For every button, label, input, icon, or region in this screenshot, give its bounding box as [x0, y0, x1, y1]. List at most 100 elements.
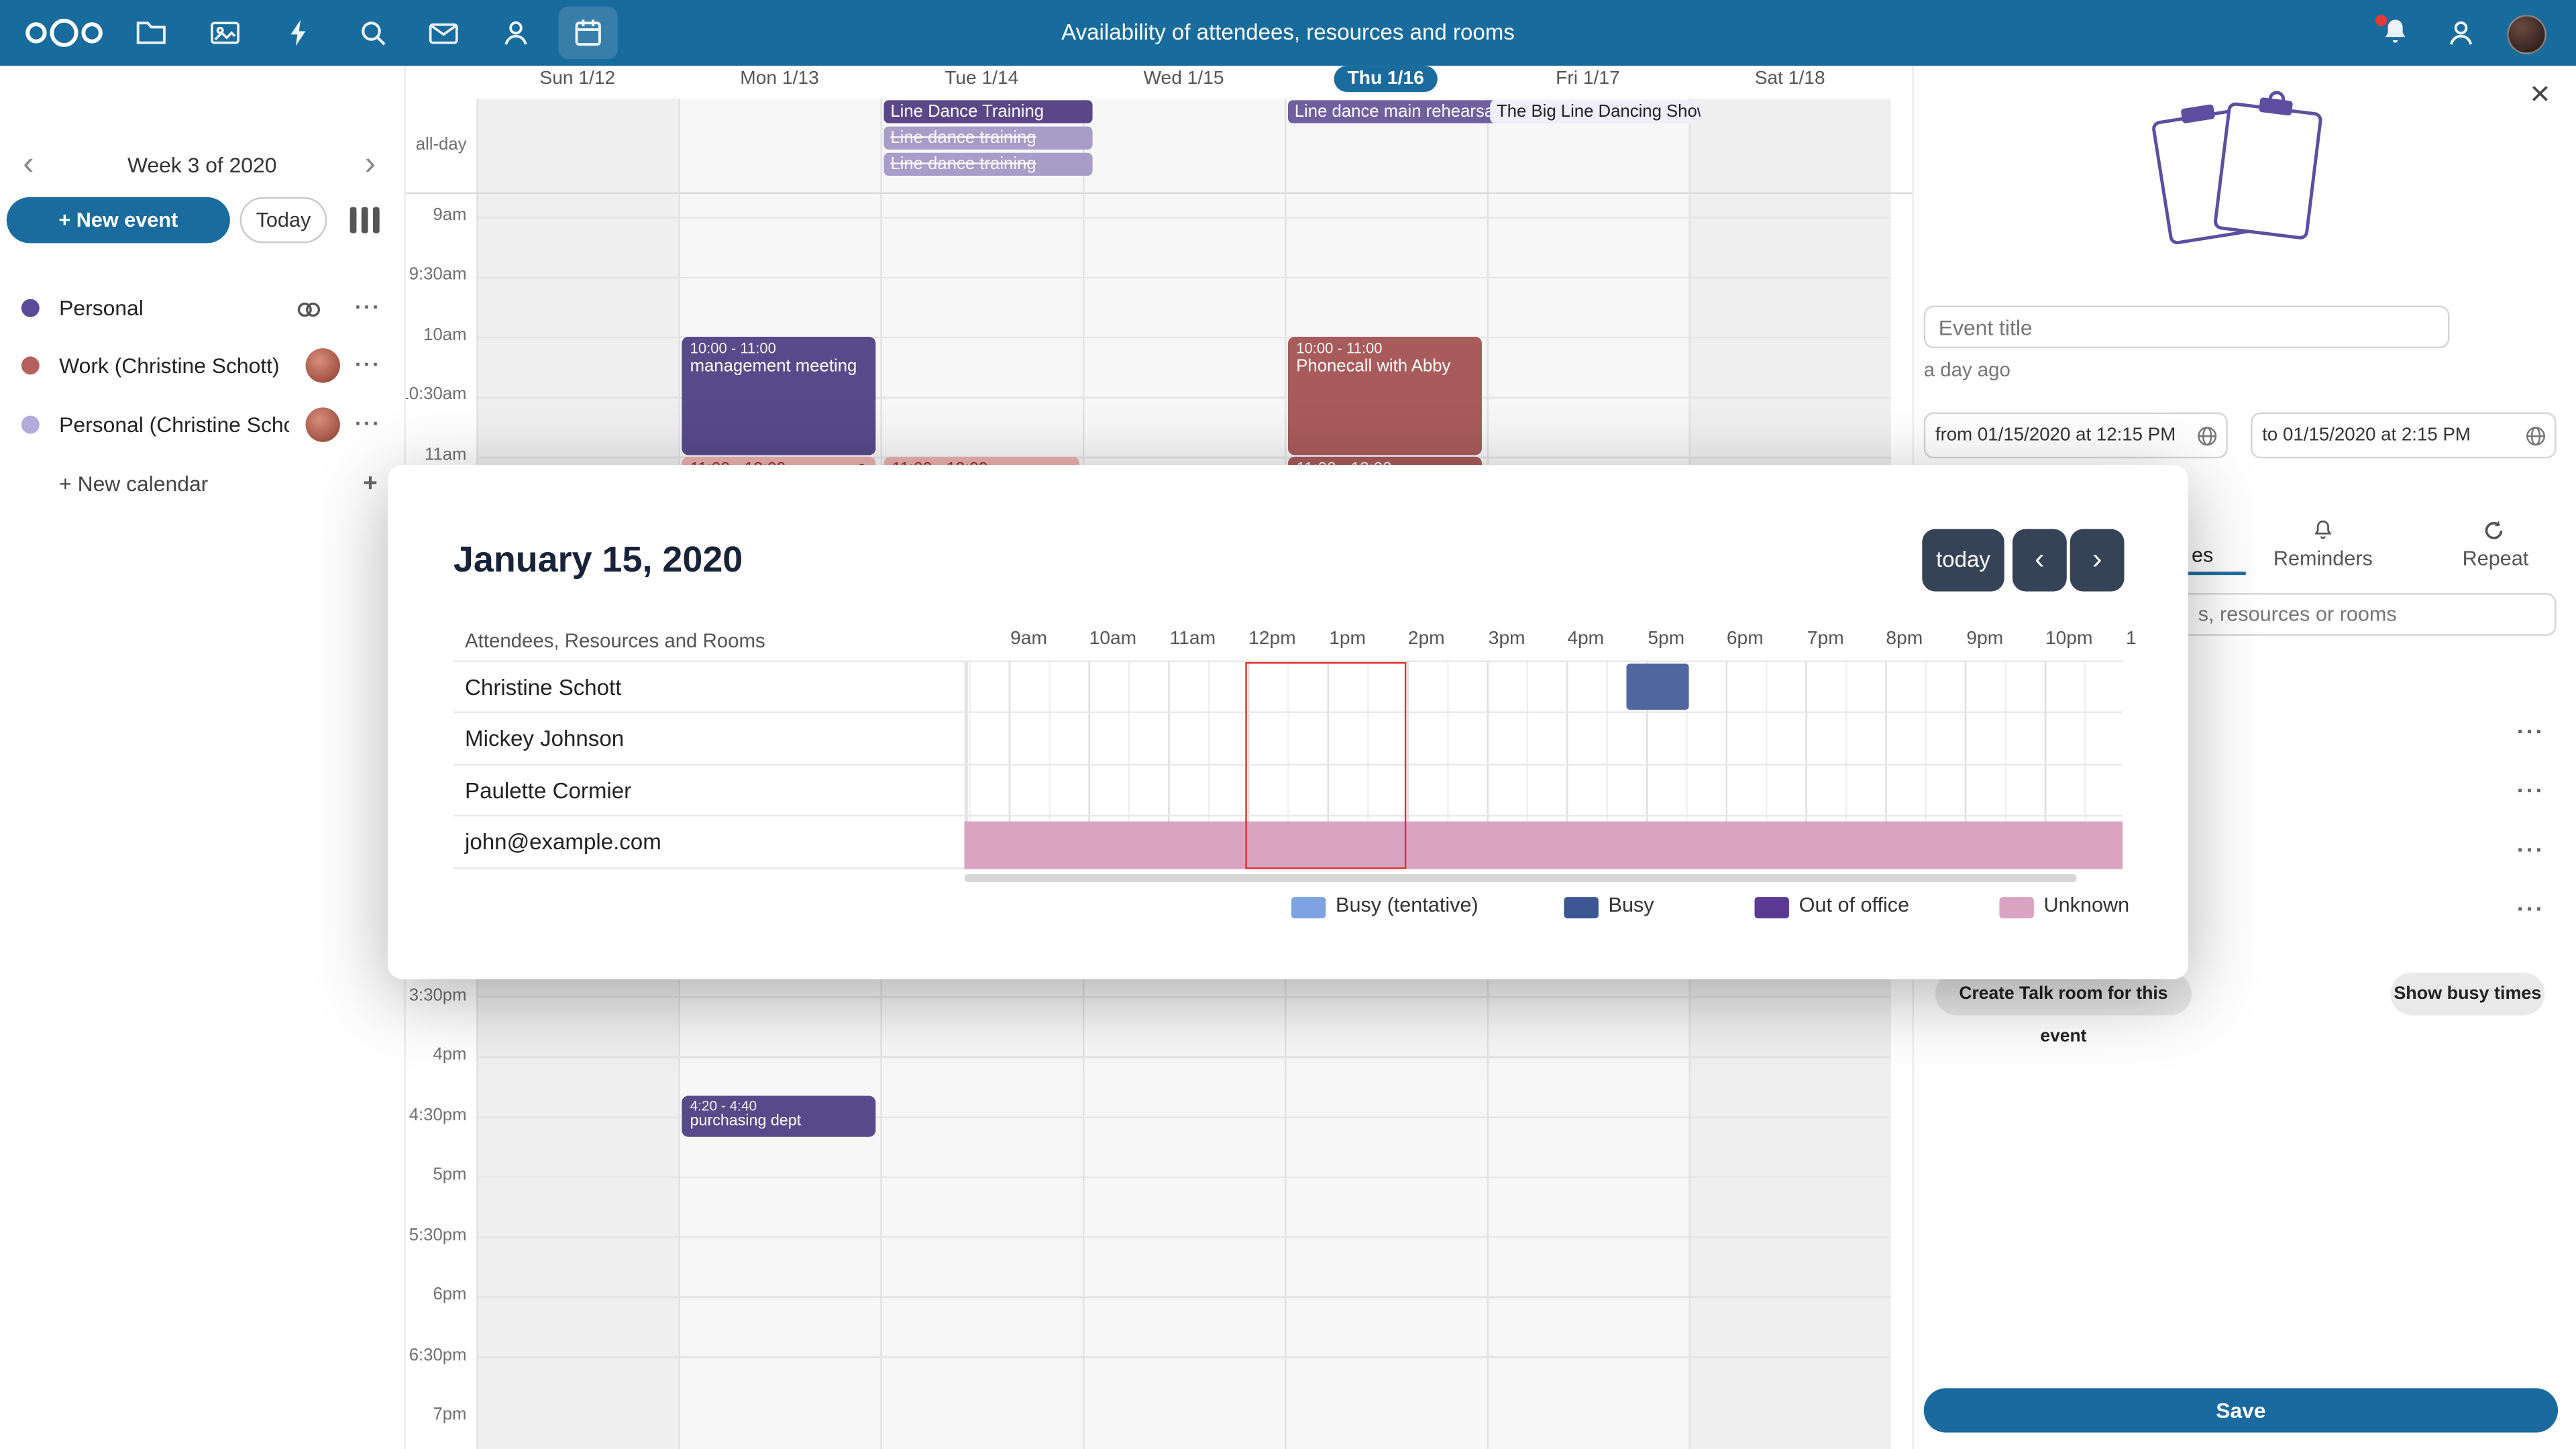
reminders-bell-icon[interactable] [2312, 519, 2334, 542]
timezone-globe-icon[interactable] [2525, 425, 2546, 447]
hour-label: 11am [1169, 629, 1216, 649]
activity-icon[interactable] [282, 16, 315, 49]
time-label: 11am [425, 445, 467, 466]
time-label: 4pm [433, 1044, 467, 1065]
modal-today-button[interactable]: today [1922, 529, 2004, 592]
time-label: 6pm [433, 1285, 467, 1305]
busy-block [1626, 663, 1689, 710]
next-week-button[interactable]: › [364, 146, 376, 182]
start-datetime-field[interactable]: from 01/15/2020 at 12:15 PM [1923, 412, 2228, 459]
files-icon[interactable] [135, 16, 168, 49]
mail-icon[interactable] [427, 16, 460, 49]
legend-swatch-out-of-office [1754, 897, 1789, 918]
left-sidebar: ‹ Week 3 of 2020 › + New event Today Per… [0, 65, 406, 1449]
time-label: 5pm [433, 1165, 467, 1185]
calendar-list-item-personal[interactable]: Personal ··· [0, 281, 404, 337]
day-header-wed[interactable]: Wed 1/15 [1143, 68, 1224, 89]
allday-event-declined[interactable]: Line dance training [883, 126, 1093, 150]
attendee-row: Christine Schott [453, 660, 2123, 713]
share-link-icon[interactable] [296, 301, 322, 319]
shared-by-avatar [305, 407, 340, 442]
allday-event[interactable]: The Big Line Dancing Show [1490, 100, 1701, 123]
modal-next-day-button[interactable]: › [2070, 529, 2125, 592]
notification-badge [2375, 15, 2387, 27]
contacts-icon[interactable] [499, 16, 532, 49]
time-label: 7pm [433, 1404, 467, 1425]
hour-label: 12pm [1248, 629, 1296, 649]
timezone-globe-icon[interactable] [2196, 425, 2218, 447]
prev-week-button[interactable]: ‹ [23, 146, 34, 182]
event-title-input[interactable] [1923, 305, 2450, 349]
calendar-menu-button[interactable]: ··· [354, 352, 382, 376]
time-label: 6:30pm [409, 1345, 467, 1366]
calendar-color-dot [21, 415, 40, 434]
calendar-menu-button[interactable]: ··· [354, 411, 382, 435]
hour-label: 2pm [1407, 629, 1445, 649]
tab-reminders[interactable]: Reminders [2273, 547, 2373, 570]
week-view-toggle-icon[interactable] [338, 201, 390, 240]
hour-label: 4pm [1567, 629, 1605, 649]
hour-label: 9am [1010, 629, 1047, 649]
new-calendar-button[interactable]: + New calendar + [0, 457, 404, 513]
hour-label: 5pm [1648, 629, 1685, 649]
day-header-thu-active[interactable]: Thu 1/16 [1285, 65, 1487, 93]
legend-label: Out of office [1799, 894, 1910, 917]
attendee-row: Mickey Johnson [453, 712, 2123, 765]
calendar-list-item-personal-shared[interactable]: Personal (Christine Scho… ··· [0, 398, 404, 453]
attendee-menu-button[interactable]: ··· [2516, 895, 2545, 922]
legend-swatch-busy [1564, 897, 1599, 918]
week-label[interactable]: Week 3 of 2020 [127, 152, 277, 178]
nextcloud-logo-icon[interactable] [19, 11, 108, 54]
calendar-list-item-work[interactable]: Work (Christine Schott) ··· [0, 338, 404, 394]
notifications-bell-icon[interactable] [2379, 16, 2412, 49]
allday-separator [404, 192, 1913, 194]
search-icon[interactable] [356, 16, 389, 49]
attendee-menu-button[interactable]: ··· [2516, 718, 2545, 745]
day-header-sat[interactable]: Sat 1/18 [1754, 68, 1825, 89]
tab-repeat[interactable]: Repeat [2462, 547, 2529, 570]
new-event-button[interactable]: + New event [6, 197, 230, 244]
calendar-icon[interactable] [572, 16, 604, 49]
day-header-tue[interactable]: Tue 1/14 [945, 68, 1019, 89]
today-button[interactable]: Today [239, 197, 327, 244]
repeat-icon[interactable] [2482, 519, 2505, 542]
day-header-mon[interactable]: Mon 1/13 [740, 68, 819, 89]
day-header-fri[interactable]: Fri 1/17 [1556, 68, 1620, 89]
allday-event[interactable]: Line dance main rehearsal [1288, 100, 1497, 123]
hour-label: 7pm [1807, 629, 1844, 649]
timeline-scrollbar[interactable] [964, 873, 2077, 883]
calendar-menu-button[interactable]: ··· [354, 294, 382, 319]
create-talk-room-button[interactable]: Create Talk room for this event [1935, 972, 2192, 1046]
active-tab-underline [2135, 572, 2246, 576]
end-datetime-field[interactable]: to 01/15/2020 at 2:15 PM [2251, 412, 2557, 459]
hour-label: 10am [1089, 629, 1137, 649]
close-panel-button[interactable]: × [2530, 75, 2551, 113]
time-label: 10:30am [399, 384, 467, 405]
event-phonecall-with-abby[interactable]: 10:00 - 11:00 Phonecall with Abby [1288, 337, 1482, 455]
page-title: Availability of attendees, resources and… [1061, 19, 1515, 45]
allday-event[interactable]: Line Dance Training [883, 100, 1093, 123]
photos-icon[interactable] [209, 16, 241, 49]
legend-swatch-unknown [1999, 897, 2034, 918]
day-header-sun[interactable]: Sun 1/12 [539, 68, 616, 89]
attendee-menu-button[interactable]: ··· [2516, 777, 2545, 804]
attendee-menu-button[interactable]: ··· [2516, 836, 2545, 863]
plus-icon: + [363, 470, 378, 498]
tab-attendees[interactable]: es [2191, 543, 2214, 567]
save-button[interactable]: Save [1923, 1388, 2559, 1433]
user-avatar[interactable] [2507, 15, 2546, 54]
selected-timerange-outline[interactable] [1245, 661, 1407, 869]
modal-prev-day-button[interactable]: ‹ [2012, 529, 2067, 592]
allday-label: all-day [415, 134, 467, 155]
allday-event-declined[interactable]: Line dance training [883, 152, 1093, 176]
show-busy-times-button[interactable]: Show busy times [2390, 972, 2545, 1016]
unknown-availability-bar [964, 821, 2123, 869]
hour-label: 1 [2125, 629, 2137, 649]
contacts-menu-icon[interactable] [2445, 16, 2477, 49]
legend-label: Unknown [2043, 894, 2130, 917]
event-purchasing-dept[interactable]: 4:20 - 4:40 purchasing dept [682, 1095, 876, 1137]
last-modified-text: a day ago [1923, 358, 2010, 382]
hour-label: 1pm [1329, 629, 1366, 649]
event-management-meeting[interactable]: 10:00 - 11:00 management meeting [682, 337, 876, 455]
hour-label: 6pm [1726, 629, 1764, 649]
